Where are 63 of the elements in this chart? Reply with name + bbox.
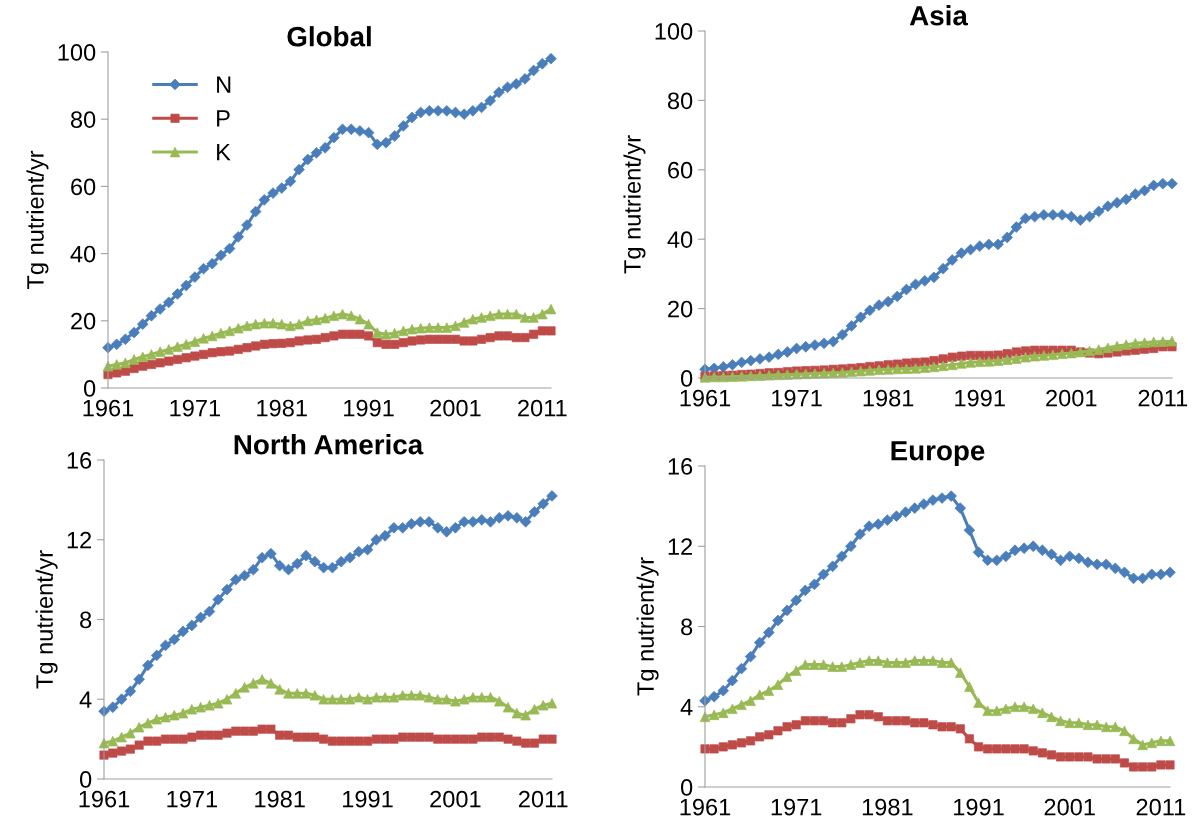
point: [398, 338, 408, 348]
y-tick-label: 4: [680, 699, 693, 716]
x-tick-label: 2011: [518, 399, 567, 417]
point: [754, 689, 765, 700]
x-tick-label: 1981: [863, 389, 914, 407]
x-tick-label: 1981: [257, 399, 307, 417]
x-tick-label: 1961: [83, 399, 134, 417]
y-tick-label: 40: [667, 231, 693, 248]
x-tick-label: 1961: [680, 389, 731, 407]
chart-title: Global: [287, 26, 371, 47]
x-tick-label: 2001: [430, 399, 481, 417]
y-tick-label: 0: [680, 370, 693, 387]
y-tick-label: 0: [83, 380, 96, 397]
x-tick-label: 1971: [771, 798, 822, 816]
y-tick-label: 8: [681, 618, 693, 636]
y-tick-label: 60: [71, 178, 96, 196]
x-tick-label: 1991: [343, 790, 393, 808]
y-tick-label: 16: [67, 452, 92, 469]
y-tick-label: 4: [79, 691, 92, 708]
x-tick-label: 2011: [519, 790, 568, 808]
y-tick-label: 100: [58, 44, 96, 61]
x-tick-label: 2001: [430, 790, 481, 808]
legend-label: N: [217, 76, 231, 93]
y-tick-label: 8: [80, 611, 92, 629]
y-axis-title: Tg nutrient/yr: [623, 135, 646, 274]
y-tick-label: 60: [668, 161, 693, 179]
chart-title: Europe: [891, 441, 985, 466]
y-axis-title: Tg nutrient/yr: [26, 150, 49, 290]
x-tick-label: 1961: [79, 790, 130, 808]
y-tick-label: 40: [70, 245, 96, 263]
x-tick-label: 1981: [862, 798, 913, 816]
chart-title: North America: [234, 434, 424, 455]
point: [1121, 339, 1132, 350]
y-tick-label: 20: [71, 312, 96, 330]
y-tick-label: 20: [668, 300, 693, 318]
y-tick-label: 12: [668, 538, 693, 555]
x-tick-label: 2011: [1136, 798, 1186, 816]
point: [966, 350, 976, 360]
y-tick-label: 0: [79, 771, 92, 788]
x-tick-label: 1971: [772, 389, 822, 407]
x-tick-label: 1991: [955, 389, 1005, 407]
x-tick-label: 2011: [1138, 389, 1188, 407]
x-tick-label: 2001: [1044, 798, 1095, 816]
x-tick-label: 1991: [954, 798, 1004, 816]
y-tick-label: 100: [655, 23, 693, 40]
y-tick-label: 80: [70, 111, 96, 128]
x-tick-label: 1971: [167, 790, 217, 808]
x-tick-label: 1981: [255, 790, 305, 808]
point: [172, 354, 183, 364]
x-tick-label: 1961: [680, 798, 731, 816]
x-tick-label: 1971: [170, 399, 220, 417]
y-tick-label: 80: [667, 92, 693, 110]
legend-label: P: [217, 110, 230, 127]
y-tick-label: 0: [680, 779, 693, 796]
x-tick-label: 1991: [344, 399, 394, 417]
y-axis-title: Tg nutrient/yr: [636, 557, 659, 696]
y-axis-title: Tg nutrient/yr: [35, 550, 58, 689]
y-tick-label: 16: [668, 458, 693, 475]
x-tick-label: 2001: [1046, 389, 1097, 407]
legend-label: K: [217, 144, 231, 161]
chart-title: Asia: [909, 5, 969, 26]
point: [955, 667, 966, 678]
y-tick-label: 12: [67, 531, 92, 549]
